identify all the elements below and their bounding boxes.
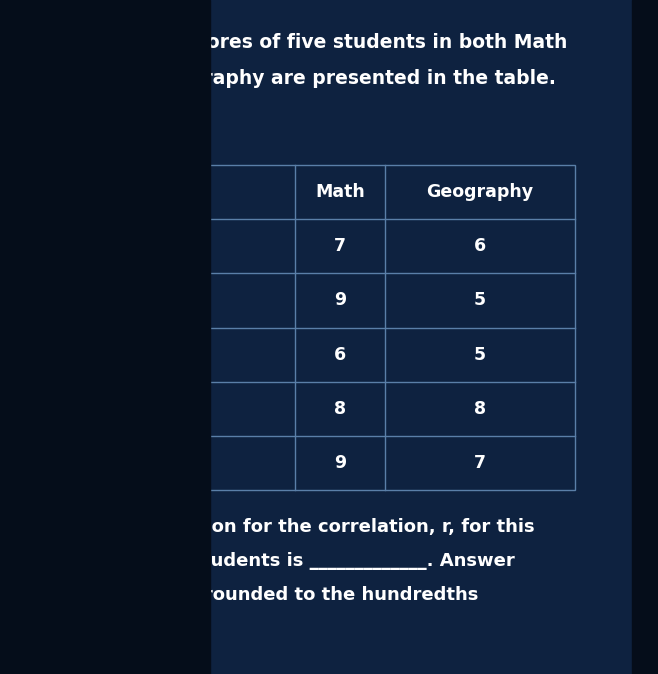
Text: 9: 9 [334,291,346,309]
Text: choices are rounded to the hundredths: choices are rounded to the hundredths [83,586,478,604]
Text: place.: place. [83,620,143,638]
Text: 7: 7 [474,454,486,472]
Text: Geography: Geography [426,183,534,201]
Text: 5: 5 [474,291,486,309]
Text: The test scores of five students in both Math: The test scores of five students in both… [91,32,567,51]
Text: 6: 6 [334,346,346,363]
Text: 8: 8 [334,400,346,418]
Text: Student 1: Student 1 [107,237,203,255]
Text: Student 4: Student 4 [107,400,203,418]
Bar [632,0,658,674]
Text: The calculation for the correlation, r, for this: The calculation for the correlation, r, … [83,518,534,536]
Text: 5: 5 [474,346,486,363]
Text: 9: 9 [334,454,346,472]
Bar [95,165,575,490]
Text: 7: 7 [334,237,346,255]
Text: and Geography are presented in the table.: and Geography are presented in the table… [103,69,555,88]
Text: Student 5: Student 5 [107,454,203,472]
Text: 8: 8 [474,400,486,418]
Text: set of five students is _____________. Answer: set of five students is _____________. A… [83,552,515,570]
Text: Student 2: Student 2 [107,291,203,309]
Text: Math: Math [315,183,365,201]
Text: 6: 6 [474,237,486,255]
Text: Student 3: Student 3 [107,346,203,363]
Bar [0,0,210,674]
